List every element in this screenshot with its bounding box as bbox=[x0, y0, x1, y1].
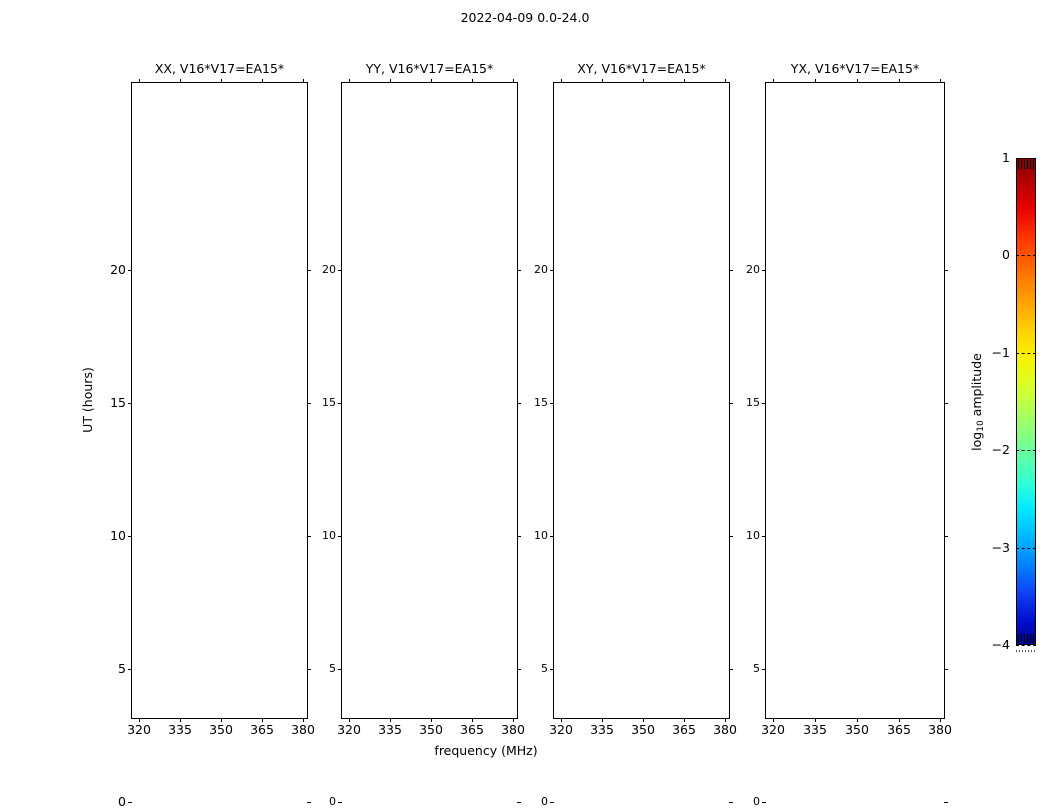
panel-yx-title: YX, V16*V17=EA15* bbox=[790, 61, 920, 76]
ytick-label: 10 bbox=[746, 529, 760, 542]
xtick-label: 350 bbox=[209, 722, 233, 737]
xtick-label: 350 bbox=[631, 722, 655, 737]
figure-suptitle: 2022-04-09 0.0-24.0 bbox=[460, 10, 590, 25]
xtick-label: 380 bbox=[291, 722, 315, 737]
colorbar[interactable]: 1 0 −1 −2 −3 −4 bbox=[992, 151, 1036, 652]
xtick-label: 350 bbox=[419, 722, 443, 737]
ytick-label: 0 bbox=[753, 795, 760, 808]
xtick-label: 365 bbox=[460, 722, 484, 737]
panel-yy[interactable]: YY, V16*V17=EA15* 0 5 10 15 20 320 335 3… bbox=[322, 62, 525, 808]
panel-xx-title: XX, V16*V17=EA15* bbox=[154, 61, 285, 76]
xtick-label: 320 bbox=[127, 722, 151, 737]
colorbar-under-hatch bbox=[1018, 634, 1034, 643]
colorbar-gradient bbox=[1016, 158, 1036, 645]
panel-xy[interactable]: XY, V16*V17=EA15* 0 5 10 15 20 320 335 3… bbox=[534, 62, 737, 808]
panel-xx[interactable]: XX, V16*V17=EA15* 0 5 10 15 20 320 335 3… bbox=[110, 62, 315, 809]
xtick-label: 380 bbox=[928, 722, 952, 737]
xtick-label: 365 bbox=[250, 722, 274, 737]
xtick-label: 320 bbox=[761, 722, 785, 737]
colorbar-under-marker bbox=[1016, 650, 1036, 652]
ytick-label: 20 bbox=[322, 263, 336, 276]
colorbar-tick-label: −2 bbox=[991, 442, 1010, 458]
panel-yx[interactable]: YX, V16*V17=EA15* 0 5 10 15 20 320 335 3… bbox=[746, 62, 952, 808]
colorbar-tick-label: −1 bbox=[991, 344, 1010, 360]
ytick-label: 10 bbox=[110, 528, 126, 543]
colorbar-tick-label: −3 bbox=[991, 539, 1010, 555]
xtick-label: 335 bbox=[378, 722, 402, 737]
colorbar-over-hatch bbox=[1018, 160, 1034, 169]
ytick-label: 15 bbox=[746, 396, 760, 409]
ytick-label: 20 bbox=[534, 263, 548, 276]
ytick-label: 20 bbox=[746, 263, 760, 276]
colorbar-tick-label: 1 bbox=[1002, 150, 1010, 165]
ytick-label: 5 bbox=[118, 661, 126, 676]
xtick-label: 320 bbox=[549, 722, 573, 737]
colorbar-tick-label: −4 bbox=[991, 637, 1010, 652]
xtick-label: 335 bbox=[803, 722, 827, 737]
colorbar-label-prefix: log bbox=[969, 431, 984, 451]
ytick-label: 15 bbox=[322, 396, 336, 409]
colorbar-label-subscript: 10 bbox=[976, 420, 986, 432]
x-axis-label: frequency (MHz) bbox=[434, 743, 538, 758]
ytick-label: 5 bbox=[753, 662, 760, 675]
panel-yy-title: YY, V16*V17=EA15* bbox=[365, 61, 494, 76]
ytick-label: 15 bbox=[534, 396, 548, 409]
xtick-label: 365 bbox=[672, 722, 696, 737]
ytick-label: 10 bbox=[322, 529, 336, 542]
ytick-label: 5 bbox=[329, 662, 336, 675]
xtick-label: 380 bbox=[713, 722, 737, 737]
ytick-label: 0 bbox=[329, 795, 336, 808]
colorbar-label: log10 amplitude bbox=[969, 353, 986, 451]
ytick-label: 15 bbox=[110, 395, 126, 410]
ytick-label: 0 bbox=[118, 794, 126, 809]
xtick-label: 380 bbox=[501, 722, 525, 737]
ytick-label: 10 bbox=[534, 529, 548, 542]
xtick-label: 335 bbox=[168, 722, 192, 737]
y-axis-label: UT (hours) bbox=[80, 367, 95, 433]
xtick-label: 350 bbox=[845, 722, 869, 737]
xtick-label: 320 bbox=[337, 722, 361, 737]
panel-xy-title: XY, V16*V17=EA15* bbox=[577, 61, 706, 76]
xtick-label: 335 bbox=[590, 722, 614, 737]
xtick-label: 365 bbox=[887, 722, 911, 737]
colorbar-label-suffix: amplitude bbox=[969, 353, 984, 421]
ytick-label: 0 bbox=[541, 795, 548, 808]
ytick-label: 5 bbox=[541, 662, 548, 675]
colorbar-tick-label: 0 bbox=[1002, 247, 1010, 263]
ytick-label: 20 bbox=[110, 262, 126, 277]
